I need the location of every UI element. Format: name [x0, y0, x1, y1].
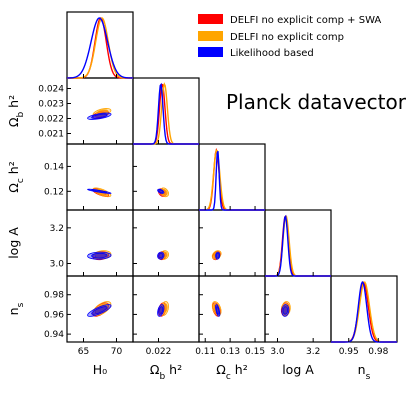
xtick-label-ombh2-0: 0.022	[146, 347, 172, 357]
contour-ombh2-omch2-series-2-level-1	[158, 189, 164, 194]
ytick-label-omch2-0: 0.12	[44, 187, 64, 197]
chart-title: Planck datavector	[226, 90, 407, 114]
ytick-label-logA-0: 3.0	[50, 260, 65, 270]
hist-H0-series-2	[66, 17, 134, 79]
xtick-label-H0-1: 70	[111, 347, 123, 357]
legend-swatch-delfi	[198, 31, 223, 41]
xtick-label-logA-1: 3.2	[306, 347, 320, 357]
panel-ns-omch2	[198, 275, 266, 343]
contour-omch2-logA-series-2-level-1	[215, 252, 220, 259]
xlabel-ombh2: Ωb h²	[150, 362, 182, 382]
panel-ns-ns	[330, 275, 398, 343]
ytick-label-ns-1: 0.96	[44, 310, 64, 320]
panel-omch2-omch2	[198, 143, 266, 211]
panel-omch2-ombh2	[132, 143, 200, 211]
xtick-label-ns-0: 0.95	[339, 347, 359, 357]
ylabel-logA: log A	[6, 227, 21, 259]
ytick-label-logA-1: 3.2	[50, 224, 64, 234]
xlabel-ns: ns	[358, 362, 371, 382]
legend-swatch-likelihood	[198, 47, 223, 57]
ytick-label-ombh2-3: 0.024	[38, 85, 64, 95]
xlabel-H0: H₀	[93, 362, 107, 377]
hist-omch2-series-0	[199, 147, 265, 211]
ytick-label-ombh2-2: 0.023	[38, 100, 64, 110]
xtick-label-omch2-0: 0.11	[195, 347, 215, 357]
hist-omch2-series-2	[199, 150, 265, 211]
hist-omch2-series-1	[199, 149, 265, 211]
hist-ns-series-1	[331, 281, 397, 343]
hist-logA-series-1	[265, 215, 331, 277]
xlabel-logA: log A	[282, 362, 314, 377]
legend-swatch-swa	[198, 14, 223, 24]
hist-H0-series-0	[67, 17, 133, 79]
panel-ns-logA	[264, 275, 332, 343]
panel-logA-H0	[66, 209, 134, 277]
contour-ombh2-ns-series-2-level-1	[158, 306, 164, 315]
tick-labels: 65 70 0.022 0.11 0.13 0.15 3.0 3.2 0.95 0.98 0.021…	[38, 74, 389, 357]
hist-logA-series-0	[265, 214, 331, 277]
legend-label-swa: DELFI no explicit comp + SWA	[230, 15, 381, 26]
contour-H0-omch2-series-2-level-1	[91, 189, 108, 194]
xlabel-omch2: Ωc h²	[216, 362, 247, 382]
xtick-label-ns-1: 0.98	[368, 347, 388, 357]
ytick-label-ombh2-1: 0.022	[38, 115, 64, 125]
contour-logA-ns-series-2-level-1	[282, 306, 289, 315]
contour-ombh2-logA-series-2-level-1	[158, 252, 164, 259]
corner-panels	[66, 11, 398, 343]
ytick-label-ns-2: 0.98	[44, 291, 64, 301]
legend-label-likelihood: Likelihood based	[230, 48, 314, 59]
legend: DELFI no explicit comp + SWA DELFI no ex…	[198, 14, 381, 59]
ylabel-ombh2: Ωb h²	[6, 95, 26, 127]
ytick-label-omch2-1: 0.14	[44, 162, 64, 172]
ylabel-ns: ns	[6, 302, 26, 315]
ylabel-omch2: Ωc h²	[6, 161, 26, 192]
hist-H0-series-1	[67, 17, 133, 79]
panel-logA-ombh2	[132, 209, 200, 277]
contour-H0-ombh2-series-2-level-1	[91, 113, 108, 119]
xtick-label-omch2-1: 0.13	[220, 347, 240, 357]
hist-ombh2-series-2	[133, 82, 199, 145]
hist-logA-series-2	[265, 214, 331, 277]
contour-H0-logA-series-2-level-1	[91, 252, 108, 259]
ytick-label-ombh2-0: 0.021	[38, 130, 64, 140]
hist-ns-series-0	[331, 281, 397, 343]
panel-logA-logA	[264, 209, 332, 277]
xtick-label-H0-0: 65	[78, 347, 89, 357]
panel-omch2-H0	[66, 143, 134, 211]
xtick-label-omch2-2: 0.15	[245, 347, 265, 357]
ytick-label-ns-0: 0.94	[44, 330, 64, 340]
contour-omch2-ns-series-2-level-1	[215, 306, 220, 315]
hist-ns-series-2	[331, 280, 397, 343]
legend-label-delfi: DELFI no explicit comp	[230, 32, 344, 43]
contour-H0-ns-series-2-level-1	[91, 306, 108, 315]
xtick-label-logA-0: 3.0	[270, 347, 285, 357]
panel-logA-omch2	[198, 209, 266, 277]
